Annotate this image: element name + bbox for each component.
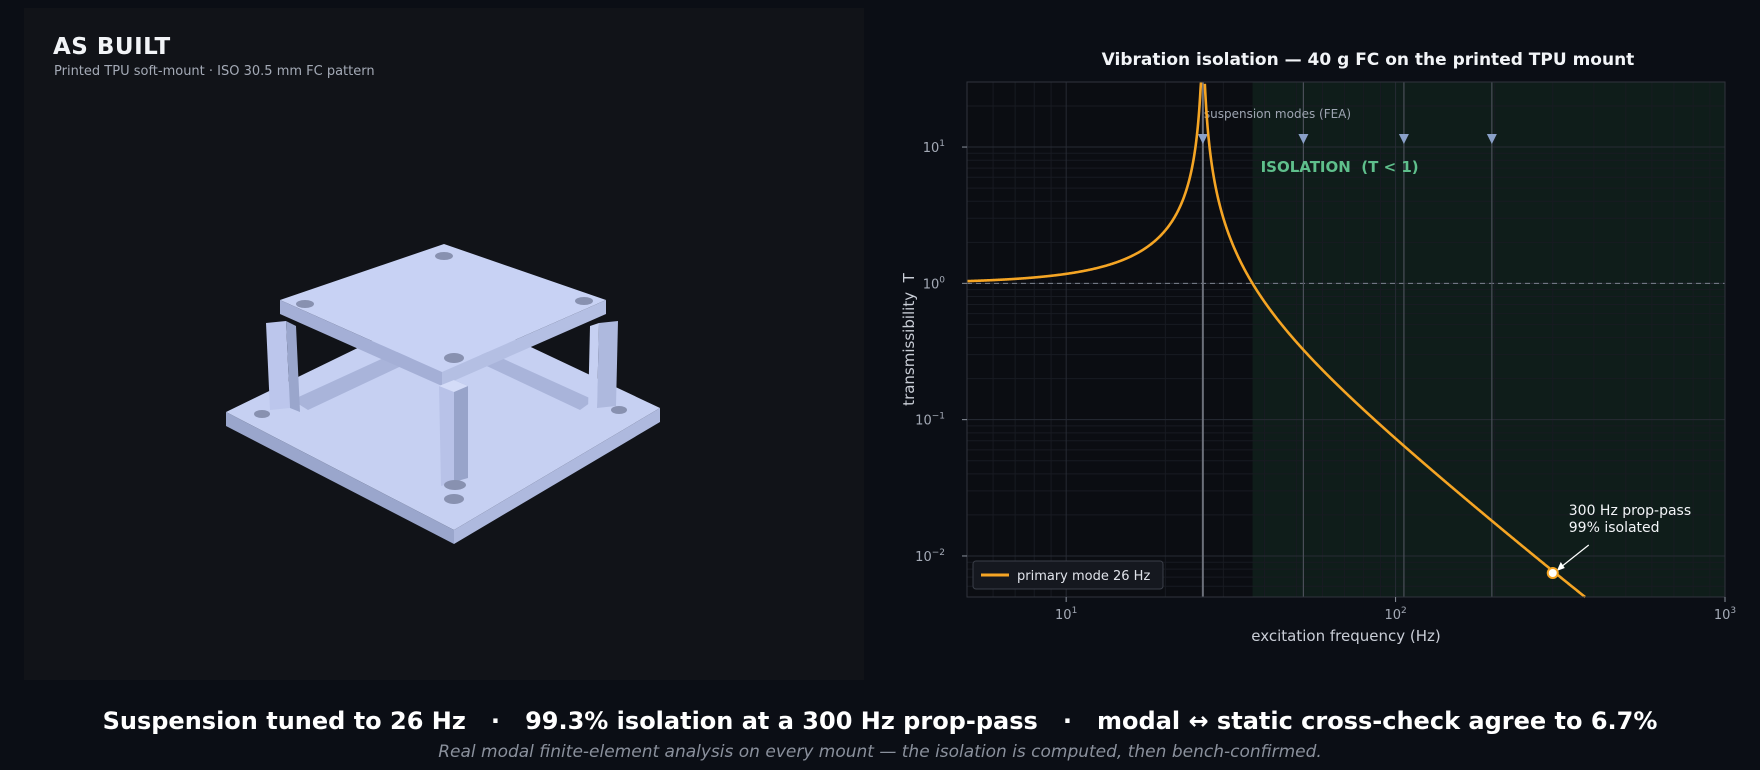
top-plate-front-right <box>442 300 606 386</box>
bottom-hole-left <box>254 410 270 418</box>
x-axis-ticks: 101 102 103 <box>1055 597 1736 623</box>
mode-marker-icon <box>1398 134 1409 144</box>
legend-box <box>972 560 1164 590</box>
standoff-front-cap <box>439 380 468 392</box>
y-axis-ticks: 10−2 10−1 100 101 <box>915 139 967 565</box>
standoff-left-side <box>286 321 300 412</box>
x-tick-label: 103 <box>1714 606 1736 623</box>
footer-caption: Real modal finite-element analysis on ev… <box>438 742 1322 762</box>
standoff-front-side <box>454 380 468 482</box>
x-tick-label: 101 <box>1055 606 1077 623</box>
suspension-mode-lines <box>1197 82 1497 597</box>
x-axis-label: excitation frequency (Hz) <box>1251 627 1440 645</box>
panel-subtitle: Printed TPU soft-mount · ISO 30.5 mm FC … <box>54 64 375 79</box>
standoff-right <box>597 321 618 408</box>
transmissibility-curve <box>966 81 1586 599</box>
y-axis-label: transmissibility T <box>900 272 918 405</box>
legend: primary mode 26 Hz <box>972 560 1164 590</box>
y-tick-label: 10−1 <box>915 412 945 429</box>
bottom-plate-front-left <box>226 412 454 544</box>
y-tick-label: 101 <box>923 139 945 156</box>
top-hole-front <box>444 353 464 363</box>
model-panel: AS BUILT Printed TPU soft-mount · ISO 30… <box>24 8 864 680</box>
mode-marker-icon <box>1486 134 1497 144</box>
bottom-hole-right <box>611 406 627 414</box>
chart-title: Vibration isolation — 40 g FC on the pri… <box>1102 50 1635 70</box>
suspension-modes-label: suspension modes (FEA) <box>1204 107 1351 121</box>
annotation-arrowhead <box>1556 561 1565 571</box>
standoff-left <box>266 321 290 410</box>
plot-frame <box>966 81 1726 598</box>
mode-marker-icon <box>1298 134 1309 144</box>
annotation-line-1: 300 Hz prop-pass <box>1569 503 1691 519</box>
transmissibility-chart: Vibration isolation — 40 g FC on the pri… <box>900 50 1736 645</box>
standoff-right-side <box>588 323 599 412</box>
prop-pass-point <box>1546 566 1559 579</box>
top-hole-right <box>575 297 593 305</box>
y-tick-label: 100 <box>923 275 946 292</box>
top-hole-left <box>296 300 314 308</box>
footer-headline: Suspension tuned to 26 Hz · 99.3% isolat… <box>102 707 1658 735</box>
standoff-front <box>439 380 454 486</box>
x-tick-label: 102 <box>1384 606 1406 623</box>
isolation-label: ISOLATION (T < 1) <box>1261 158 1419 176</box>
top-plate-front-left <box>280 300 442 386</box>
bottom-hole-front <box>444 494 464 504</box>
top-hole-back <box>435 252 453 260</box>
legend-entry: primary mode 26 Hz <box>1017 569 1150 584</box>
strut-right <box>474 351 594 410</box>
standoff-front-foot <box>444 480 466 490</box>
panel-title: AS BUILT <box>53 34 171 60</box>
y-tick-label: 10−2 <box>915 548 945 565</box>
bottom-plate-front-right <box>454 408 660 544</box>
mode-marker-icon <box>1197 134 1208 144</box>
strut-left <box>292 351 414 410</box>
annotation-arrow <box>1559 544 1590 569</box>
annotation-line-2: 99% isolated <box>1569 520 1660 536</box>
mount-3d-render <box>226 244 660 544</box>
top-plate-top <box>280 244 606 372</box>
